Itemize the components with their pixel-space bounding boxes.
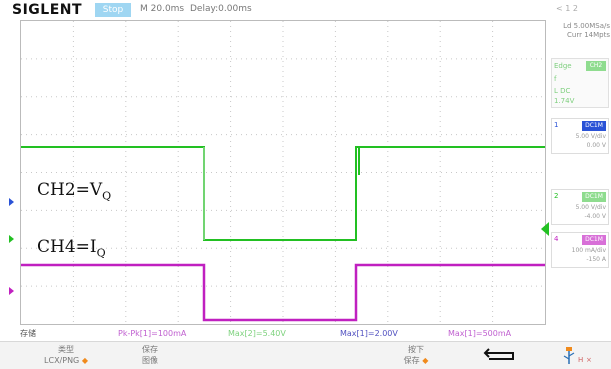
channel-2-offset: -4.00 V [584,213,606,220]
trigger-coupling: L DC [554,87,571,95]
trigger-slope: f [554,75,557,83]
ch4-marker-icon [9,287,14,295]
trigger-source-badge: CH2 [586,61,606,71]
ch4-label-text: CH4=I [37,237,97,257]
channel-1-info[interactable]: 1 DC1M 5.00 V/div 0.00 V [551,118,609,154]
softkey-press-save[interactable]: 按下 保存 ◆ [372,344,460,368]
waveform-display[interactable] [20,20,546,325]
softkey-type-line2: LCX/PNG [44,356,80,365]
ch2-trace-label: CH2=VQ [37,180,111,202]
softkey-press-line1: 按下 [408,345,424,354]
return-arrow-icon [483,348,514,360]
acquisition-info: Ld 5.00MSa/s Curr 14Mpts [550,22,610,40]
run-state-badge[interactable]: Stop [95,3,131,17]
channel-4-scale: 100 mA/div [571,247,606,254]
channel-4-coupling: DC1M [582,235,606,245]
softkey-type-indicator-icon: ◆ [81,356,88,365]
channel-1-offset: 0.00 V [586,142,606,149]
ch1-marker-icon [9,198,14,206]
return-button[interactable] [471,345,531,367]
softkey-press-line2: 保存 [403,356,420,365]
softkey-save-image[interactable]: 保存 图像 [110,344,190,368]
ch2-label-sub: Q [102,189,112,203]
channel-4-number: 4 [554,235,559,243]
usb-icon: H × [563,346,593,368]
channel-2-info[interactable]: 2 DC1M 5.00 V/div -4.00 V [551,189,609,225]
grid-lines [21,21,545,324]
channel-1-number: 1 [554,121,559,129]
ch4-trace [21,263,545,322]
softkey-bar: 类型 LCX/PNG ◆ 保存 图像 按下 保存 ◆ H × [0,341,611,369]
trigger-type-label: Edge [554,62,572,70]
channel-4-offset: -150 A [586,256,606,263]
channel-1-coupling: DC1M [582,121,606,131]
measure-item-0[interactable]: 存储 [20,329,36,338]
measure-item-3[interactable]: Max[1]=2.00V [340,329,398,338]
waveform-grid [21,21,545,324]
measurement-bar: 存储 Pk-Pk[1]=100mA Max[2]=5.40V Max[1]=2.… [0,328,611,340]
channel-4-info[interactable]: 4 DC1M 100 mA/div -150 A [551,232,609,268]
channel-2-scale: 5.00 V/div [575,204,606,211]
top-status-bar: SIGLENT Stop M 20.0ms Delay:0.00ms < 1 2 [0,0,611,20]
measure-item-4[interactable]: Max[1]=500mA [448,329,512,338]
channel-1-scale: 5.00 V/div [575,133,606,140]
softkey-press-indicator-icon: ◆ [422,356,429,365]
ch2-marker-icon [9,235,14,243]
softkey-type[interactable]: 类型 LCX/PNG ◆ [26,344,106,368]
ch4-label-sub: Q [96,246,106,260]
trigger-info-box[interactable]: Edge CH2 f L DC 1.74V [551,58,609,108]
channel-2-number: 2 [554,192,559,200]
svg-text:H: H [578,356,583,364]
sample-rate-readout: Ld 5.00MSa/s [563,22,610,30]
page-indicator: < 1 2 [556,4,578,13]
softkey-save-line1: 保存 [142,345,158,354]
measure-item-1[interactable]: Pk-Pk[1]=100mA [118,329,187,338]
trigger-level-marker-icon [541,222,549,236]
channel-2-coupling: DC1M [582,192,606,202]
ch2-label-text: CH2=V [37,180,103,200]
channel-markers [9,198,14,295]
timebase-readout[interactable]: M 20.0ms [140,4,185,14]
softkey-save-line2: 图像 [142,356,158,365]
delay-readout[interactable]: Delay:0.00ms [190,4,252,14]
brand-logo: SIGLENT [12,2,83,18]
softkey-type-line1: 类型 [58,345,74,354]
memory-depth-readout: Curr 14Mpts [567,31,610,39]
svg-text:×: × [586,356,592,364]
measure-item-2[interactable]: Max[2]=5.40V [228,329,286,338]
ch4-trace-label: CH4=IQ [37,237,106,259]
trigger-level-readout: 1.74V [554,97,575,105]
